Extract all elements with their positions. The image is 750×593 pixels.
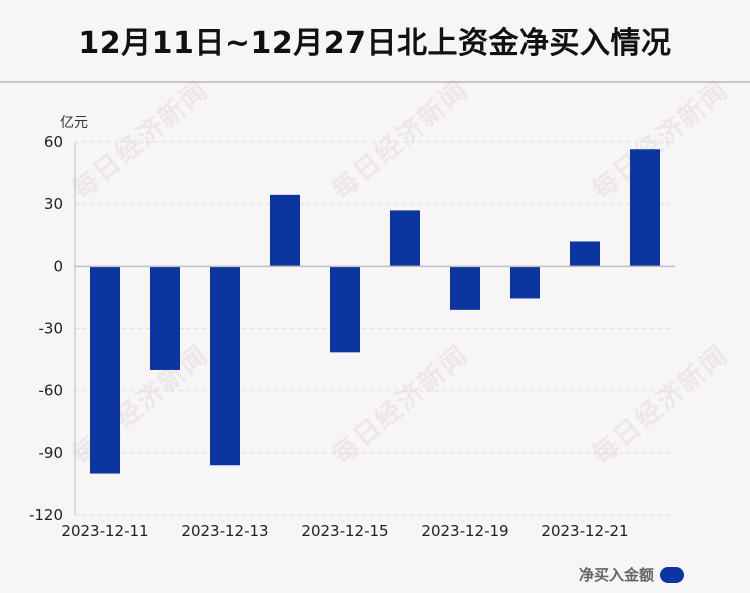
y-tick-label: 30 bbox=[44, 195, 63, 213]
y-tick-label: -30 bbox=[39, 320, 64, 338]
legend-swatch bbox=[660, 566, 684, 583]
bar bbox=[450, 266, 480, 310]
y-tick-label: 60 bbox=[44, 133, 63, 151]
x-tick-label: 2023-12-21 bbox=[541, 522, 628, 540]
y-tick-label: -60 bbox=[39, 382, 64, 400]
y-tick-label: 0 bbox=[53, 257, 63, 275]
bar bbox=[570, 241, 600, 267]
y-tick-label: -120 bbox=[29, 506, 63, 524]
y-tick-label: -90 bbox=[39, 444, 64, 462]
y-axis-unit-label: 亿元 bbox=[60, 115, 88, 131]
bar bbox=[150, 266, 180, 370]
title-divider bbox=[0, 81, 750, 83]
bar bbox=[270, 194, 300, 267]
bar bbox=[630, 149, 660, 267]
bar bbox=[390, 210, 420, 267]
x-tick-label: 2023-12-11 bbox=[61, 522, 148, 540]
legend: 净买入金额 bbox=[579, 564, 684, 585]
x-tick-label: 2023-12-13 bbox=[181, 522, 268, 540]
x-tick-label: 2023-12-15 bbox=[301, 522, 388, 540]
legend-label: 净买入金额 bbox=[578, 566, 654, 584]
chart-title: 12月11日~12月27日北上资金净买入情况 bbox=[78, 26, 672, 61]
bar bbox=[330, 266, 360, 353]
bar bbox=[90, 266, 120, 474]
bar bbox=[510, 266, 540, 299]
x-tick-label: 2023-12-19 bbox=[421, 522, 508, 540]
bar bbox=[210, 266, 240, 466]
